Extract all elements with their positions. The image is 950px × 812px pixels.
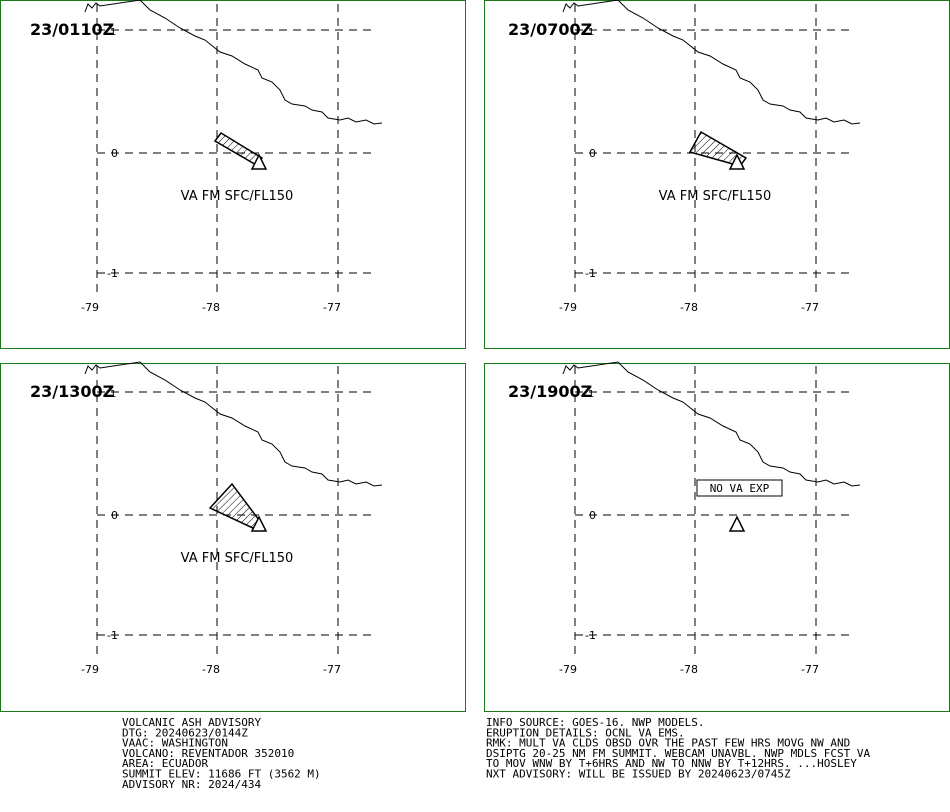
advisory-line: ERUPTION DETAILS: OCNL VA EMS. xyxy=(486,726,685,739)
advisory-line: NXT ADVISORY: WILL BE ISSUED BY 20240623… xyxy=(486,768,791,781)
lon-label: -78 xyxy=(680,663,698,676)
lon-label: -79 xyxy=(559,301,577,314)
lat-label: -1 xyxy=(585,629,596,642)
valid-time: 23/1300Z xyxy=(30,382,114,401)
va-label: VA FM SFC/FL150 xyxy=(181,189,294,204)
label-box xyxy=(696,479,783,497)
panel-layer xyxy=(208,482,268,532)
time-index: 1 xyxy=(588,389,594,400)
coastline xyxy=(84,0,383,125)
advisory-line: SUMMIT ELEV: 11686 FT (3562 M) xyxy=(122,768,321,781)
volcano xyxy=(728,515,746,532)
advisory-line: RMK: MULT VA CLDS OBSD OVR THE PAST FEW … xyxy=(486,737,850,750)
lat-label: -1 xyxy=(107,629,118,642)
volcano xyxy=(728,153,746,170)
valid-time: 23/1900Z xyxy=(508,382,592,401)
advisory-line: VOLCANIC ASH ADVISORY xyxy=(122,716,261,729)
advisory-line: INFO SOURCE: GOES-16. NWP MODELS. xyxy=(486,716,705,729)
advisory-line: AREA: ECUADOR xyxy=(122,757,208,770)
time-index: 1 xyxy=(588,27,594,38)
panel-frame xyxy=(484,0,950,349)
lon-label: -79 xyxy=(81,663,99,676)
panel-layer xyxy=(728,515,746,532)
panel-layer xyxy=(688,130,748,170)
advisory-line: TO MOV WNW BY T+6HRS AND NW TO NNW BY T+… xyxy=(486,757,857,770)
valid-time: 23/0700Z xyxy=(508,20,592,39)
volcano xyxy=(250,515,268,532)
va-label: VA FM SFC/FL150 xyxy=(659,189,772,204)
lon-label: -78 xyxy=(202,301,220,314)
coastline xyxy=(562,0,861,125)
ash-cloud xyxy=(213,132,263,168)
advisory-line: ADVISORY NR: 2024/434 xyxy=(122,778,261,791)
va-label: NO VA EXP xyxy=(710,482,770,495)
lon-label: -78 xyxy=(202,663,220,676)
ash-cloud xyxy=(688,130,748,167)
lon-label: -77 xyxy=(323,663,341,676)
lat-label: 0 xyxy=(589,509,596,522)
coastline xyxy=(562,361,861,487)
lat-label: 0 xyxy=(589,147,596,160)
lon-label: -77 xyxy=(801,301,819,314)
lon-label: -79 xyxy=(559,663,577,676)
advisory-line: VOLCANO: REVENTADOR 352010 xyxy=(122,747,294,760)
volcano xyxy=(250,153,268,170)
lon-label: -77 xyxy=(801,663,819,676)
lon-label: -78 xyxy=(680,301,698,314)
lon-label: -79 xyxy=(81,301,99,314)
va-label: VA FM SFC/FL150 xyxy=(181,551,294,566)
ash-cloud xyxy=(208,482,264,530)
lon-label: -77 xyxy=(323,301,341,314)
lat-label: 0 xyxy=(111,147,118,160)
panel-frame xyxy=(484,363,950,712)
lat-label: -1 xyxy=(585,267,596,280)
advisory-line: DTG: 20240623/0144Z xyxy=(122,726,248,739)
advisory-line: DSIPTG 20-25 NM FM SUMMIT. WEBCAM UNAVBL… xyxy=(486,747,870,760)
time-index: 1 xyxy=(110,389,116,400)
coastline xyxy=(84,361,383,487)
panel-frame xyxy=(0,363,466,712)
panel-layer xyxy=(213,132,268,170)
time-index: 1 xyxy=(110,27,116,38)
panel-frame xyxy=(0,0,466,349)
lat-label: -1 xyxy=(107,267,118,280)
advisory-line: VAAC: WASHINGTON xyxy=(122,737,228,750)
valid-time: 23/0110Z xyxy=(30,20,114,39)
lat-label: 0 xyxy=(111,509,118,522)
